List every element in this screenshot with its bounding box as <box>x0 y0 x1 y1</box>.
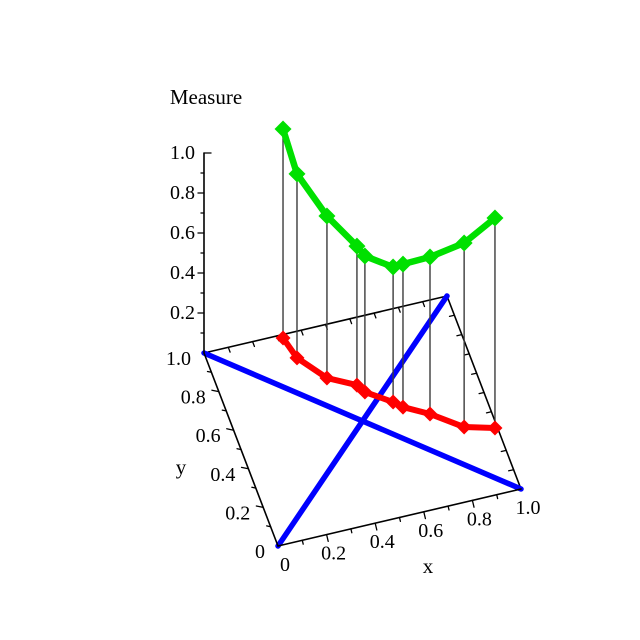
measure-marker <box>421 248 439 266</box>
diagonal-lines <box>201 293 524 549</box>
y-minor-tick <box>221 409 227 412</box>
z-tick-label: 0.8 <box>170 182 195 204</box>
right-edge-tick <box>471 372 478 375</box>
measure-marker <box>455 234 473 252</box>
y-major-tick <box>226 428 235 431</box>
y-tick-label: 0.2 <box>225 502 250 524</box>
y-tick-label: 0.8 <box>181 387 206 409</box>
right-edge-tick <box>508 469 515 472</box>
measure-marker <box>356 247 374 265</box>
projection-marker <box>395 399 411 415</box>
projection-marker <box>456 419 472 435</box>
measure-curve <box>274 120 504 276</box>
x-minor-tick <box>301 539 304 545</box>
x-tick-label: 0.8 <box>467 508 492 530</box>
y-tick-label: 0.6 <box>196 425 221 447</box>
y-minor-tick <box>251 486 257 489</box>
y-major-tick <box>240 466 250 470</box>
right-edge-tick <box>478 391 485 395</box>
back-edge-tick <box>349 318 353 325</box>
projection-marker <box>422 406 438 422</box>
back-edge-tick <box>422 301 426 308</box>
projection-marker <box>289 350 305 366</box>
measure-marker <box>318 207 336 225</box>
x-tick-label: 0.4 <box>370 531 395 553</box>
x-minor-tick <box>447 505 450 511</box>
y-minor-tick <box>206 370 213 373</box>
x-major-tick <box>325 533 329 543</box>
x-tick-label: 0 <box>280 554 290 576</box>
measure-marker <box>274 120 292 138</box>
right-edge-tick <box>448 314 456 318</box>
x-axis: 0 0.2 0.4 0.6 0.8 1.0 <box>277 488 541 576</box>
projection-curve <box>275 330 503 436</box>
z-axis: 1.0 0.8 0.6 0.4 0.2 <box>170 142 212 354</box>
z-axis-title: Measure <box>170 85 242 109</box>
x-major-tick <box>374 522 378 531</box>
x-major-tick <box>423 511 427 520</box>
x-minor-tick <box>398 516 402 523</box>
y-minor-tick <box>236 448 242 451</box>
x-tick-label: 0.6 <box>418 520 443 542</box>
measure-marker <box>486 209 504 227</box>
back-edge-tick <box>251 340 256 348</box>
projection-marker <box>319 370 335 386</box>
x-axis-title: x <box>423 554 434 578</box>
projection-marker <box>275 330 291 346</box>
y-minor-tick <box>266 525 272 528</box>
measure-marker <box>348 237 366 255</box>
projection-marker <box>487 420 503 436</box>
back-edge-tick <box>397 306 401 313</box>
measure-marker <box>394 255 412 273</box>
x-minor-tick <box>496 494 499 500</box>
x-minor-tick <box>350 528 353 534</box>
right-edge-tick <box>463 353 470 356</box>
drop-lines <box>282 128 496 429</box>
back-edge-tick <box>227 346 231 353</box>
z-tick-label: 0.4 <box>170 262 195 284</box>
y-major-tick <box>211 389 220 393</box>
x-major-tick <box>471 499 475 508</box>
right-edge-tick <box>500 449 507 453</box>
y-tick-label: 1.0 <box>166 348 191 370</box>
z-tick-label: 0.6 <box>170 222 195 244</box>
projection-polyline <box>280 335 498 432</box>
z-tick-label: 1.0 <box>170 142 195 164</box>
base-plane-back-edges <box>203 295 522 490</box>
axis-labels: Measure y x <box>170 85 434 578</box>
y-axis-title: y <box>176 455 187 479</box>
measure-polyline <box>279 125 499 271</box>
y-tick-label: 0.4 <box>210 464 235 486</box>
right-edge-tick <box>456 333 463 337</box>
z-tick-label: 0.2 <box>170 302 195 324</box>
measure-marker <box>288 165 306 183</box>
y-major-tick <box>255 505 264 509</box>
y-axis: 1.0 0.8 0.6 0.4 0.20 <box>166 348 279 563</box>
right-edge-tick <box>485 411 493 414</box>
projection-marker <box>357 384 373 400</box>
diagonal-y-equals-1-minus-x <box>201 350 524 492</box>
x-tick-label: 1.0 <box>516 497 541 519</box>
back-edge-tick <box>373 312 377 319</box>
x-tick-label: 0.2 <box>321 543 346 565</box>
y-tick-label: 0 <box>255 541 265 563</box>
back-edge-tick <box>300 329 304 336</box>
